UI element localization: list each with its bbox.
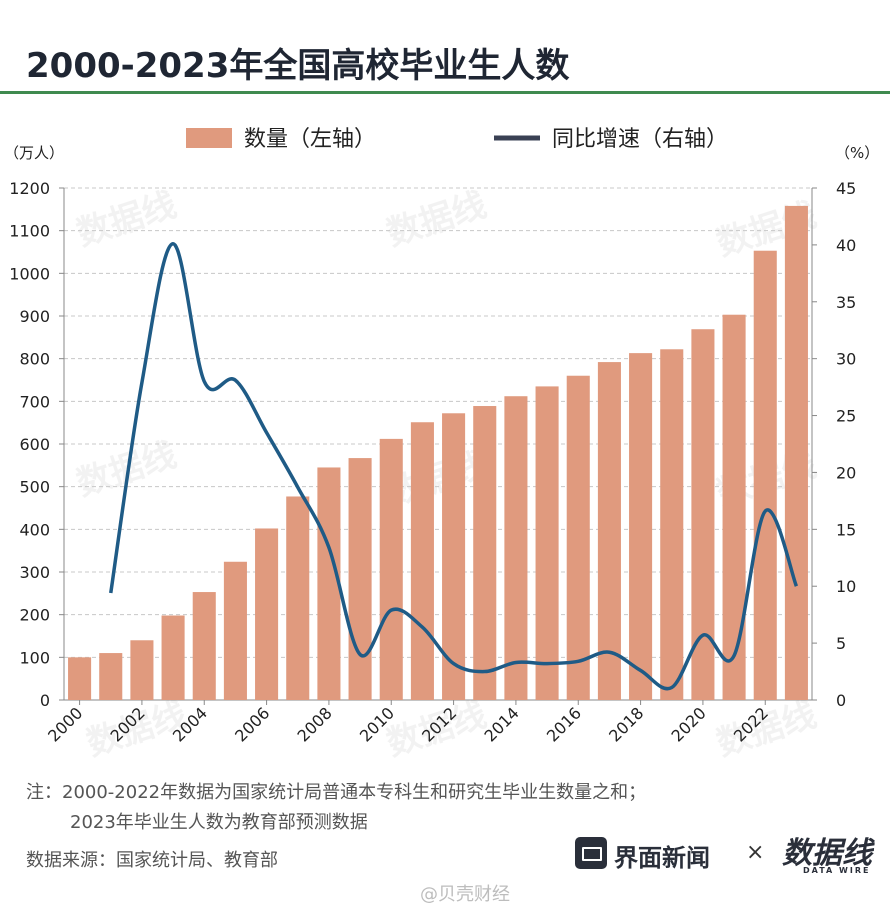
datawire-logo: 数据线 [782,836,872,871]
x-tick-label: 2014 [481,703,523,745]
left-tick-label: 1000 [9,264,50,283]
legend-bar-label: 数量（左轴） [244,127,376,152]
bar-2008 [317,467,341,700]
left-axis-unit: （万人） [4,144,64,162]
title-divider [0,91,890,94]
bar-2009 [348,458,372,700]
bar-2011 [410,422,434,700]
bar-2013 [473,406,497,700]
bar-2023 [784,205,808,701]
right-tick-label: 10 [836,577,856,596]
bar-2014 [504,396,528,700]
bar-2022 [753,250,777,700]
bar-2012 [442,413,466,700]
watermark-logo: 数据线 [712,695,821,765]
bar-2007 [286,496,310,700]
right-tick-label: 40 [836,236,856,255]
left-tick-label: 400 [19,520,50,539]
bar-2020 [691,329,715,700]
x-tick-label: 2000 [44,703,86,745]
times-separator: × [746,840,765,865]
bar-2021 [722,314,746,700]
right-tick-label: 30 [836,350,856,369]
bar-2015 [535,386,559,700]
brand-name: 界面新闻 [614,844,710,872]
left-tick-label: 0 [40,691,50,710]
jiemian-logo-icon [575,837,607,869]
left-tick-label: 1100 [9,222,50,241]
note-line-1: 注：2000-2022年数据为国家统计局普通本专科生和研究生毕业生数量之和； [26,782,647,803]
right-tick-label: 15 [836,520,856,539]
bar-2001 [99,653,123,700]
left-tick-label: 900 [19,307,50,326]
bar-2000 [68,657,92,700]
left-tick-label: 200 [19,606,50,625]
left-tick-label: 800 [19,350,50,369]
right-tick-label: 0 [836,691,846,710]
left-tick-label: 600 [19,435,50,454]
left-tick-label: 700 [19,392,50,411]
datawire-logo-sub: DATA WIRE [803,866,871,875]
left-tick-label: 1200 [9,179,50,198]
bar-2018 [629,353,653,700]
x-tick-label: 2018 [605,703,647,745]
legend-line-label: 同比增速（右轴） [552,127,728,152]
x-tick-label: 2020 [668,703,710,745]
right-tick-label: 45 [836,179,856,198]
bar-2004 [192,592,216,700]
bar-2005 [223,561,247,700]
bar-2019 [660,349,684,700]
bar-2017 [597,362,621,700]
right-tick-label: 35 [836,293,856,312]
note-line-2: 2023年毕业生人数为教育部预测数据 [70,812,368,833]
bar-2016 [566,375,590,700]
bar-2010 [379,438,403,700]
bottom-watermark: @贝壳财经 [420,884,510,905]
right-tick-label: 25 [836,407,856,426]
x-tick-label: 2008 [294,703,336,745]
data-source: 数据来源：国家统计局、教育部 [26,850,278,871]
growth-rate-line [109,242,799,691]
right-tick-label: 5 [836,634,846,653]
bar-2006 [255,528,279,700]
right-tick-label: 20 [836,463,856,482]
right-axis-unit: （%） [835,144,879,162]
left-tick-label: 100 [19,648,50,667]
left-tick-label: 300 [19,563,50,582]
x-tick-label: 2006 [231,703,273,745]
left-tick-label: 500 [19,478,50,497]
bar-2002 [130,640,154,700]
watermark-logo: 数据线 [72,185,181,255]
bar-2003 [161,615,185,700]
legend-bar-swatch [186,128,232,148]
page-title: 2000-2023年全国高校毕业生人数 [26,46,570,86]
watermark-logo: 数据线 [382,185,491,255]
x-tick-label: 2016 [543,703,585,745]
graduates-chart: 数据线数据线数据线数据线数据线数据线数据线数据线数据线0100200300400… [4,127,879,765]
